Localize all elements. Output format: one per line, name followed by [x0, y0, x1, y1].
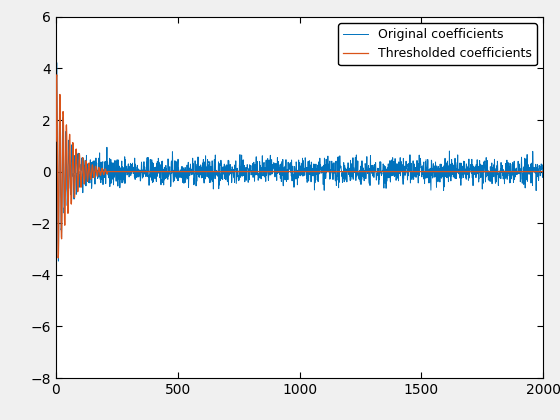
Legend: Original coefficients, Thresholded coefficients: Original coefficients, Thresholded coeff… — [338, 23, 537, 65]
